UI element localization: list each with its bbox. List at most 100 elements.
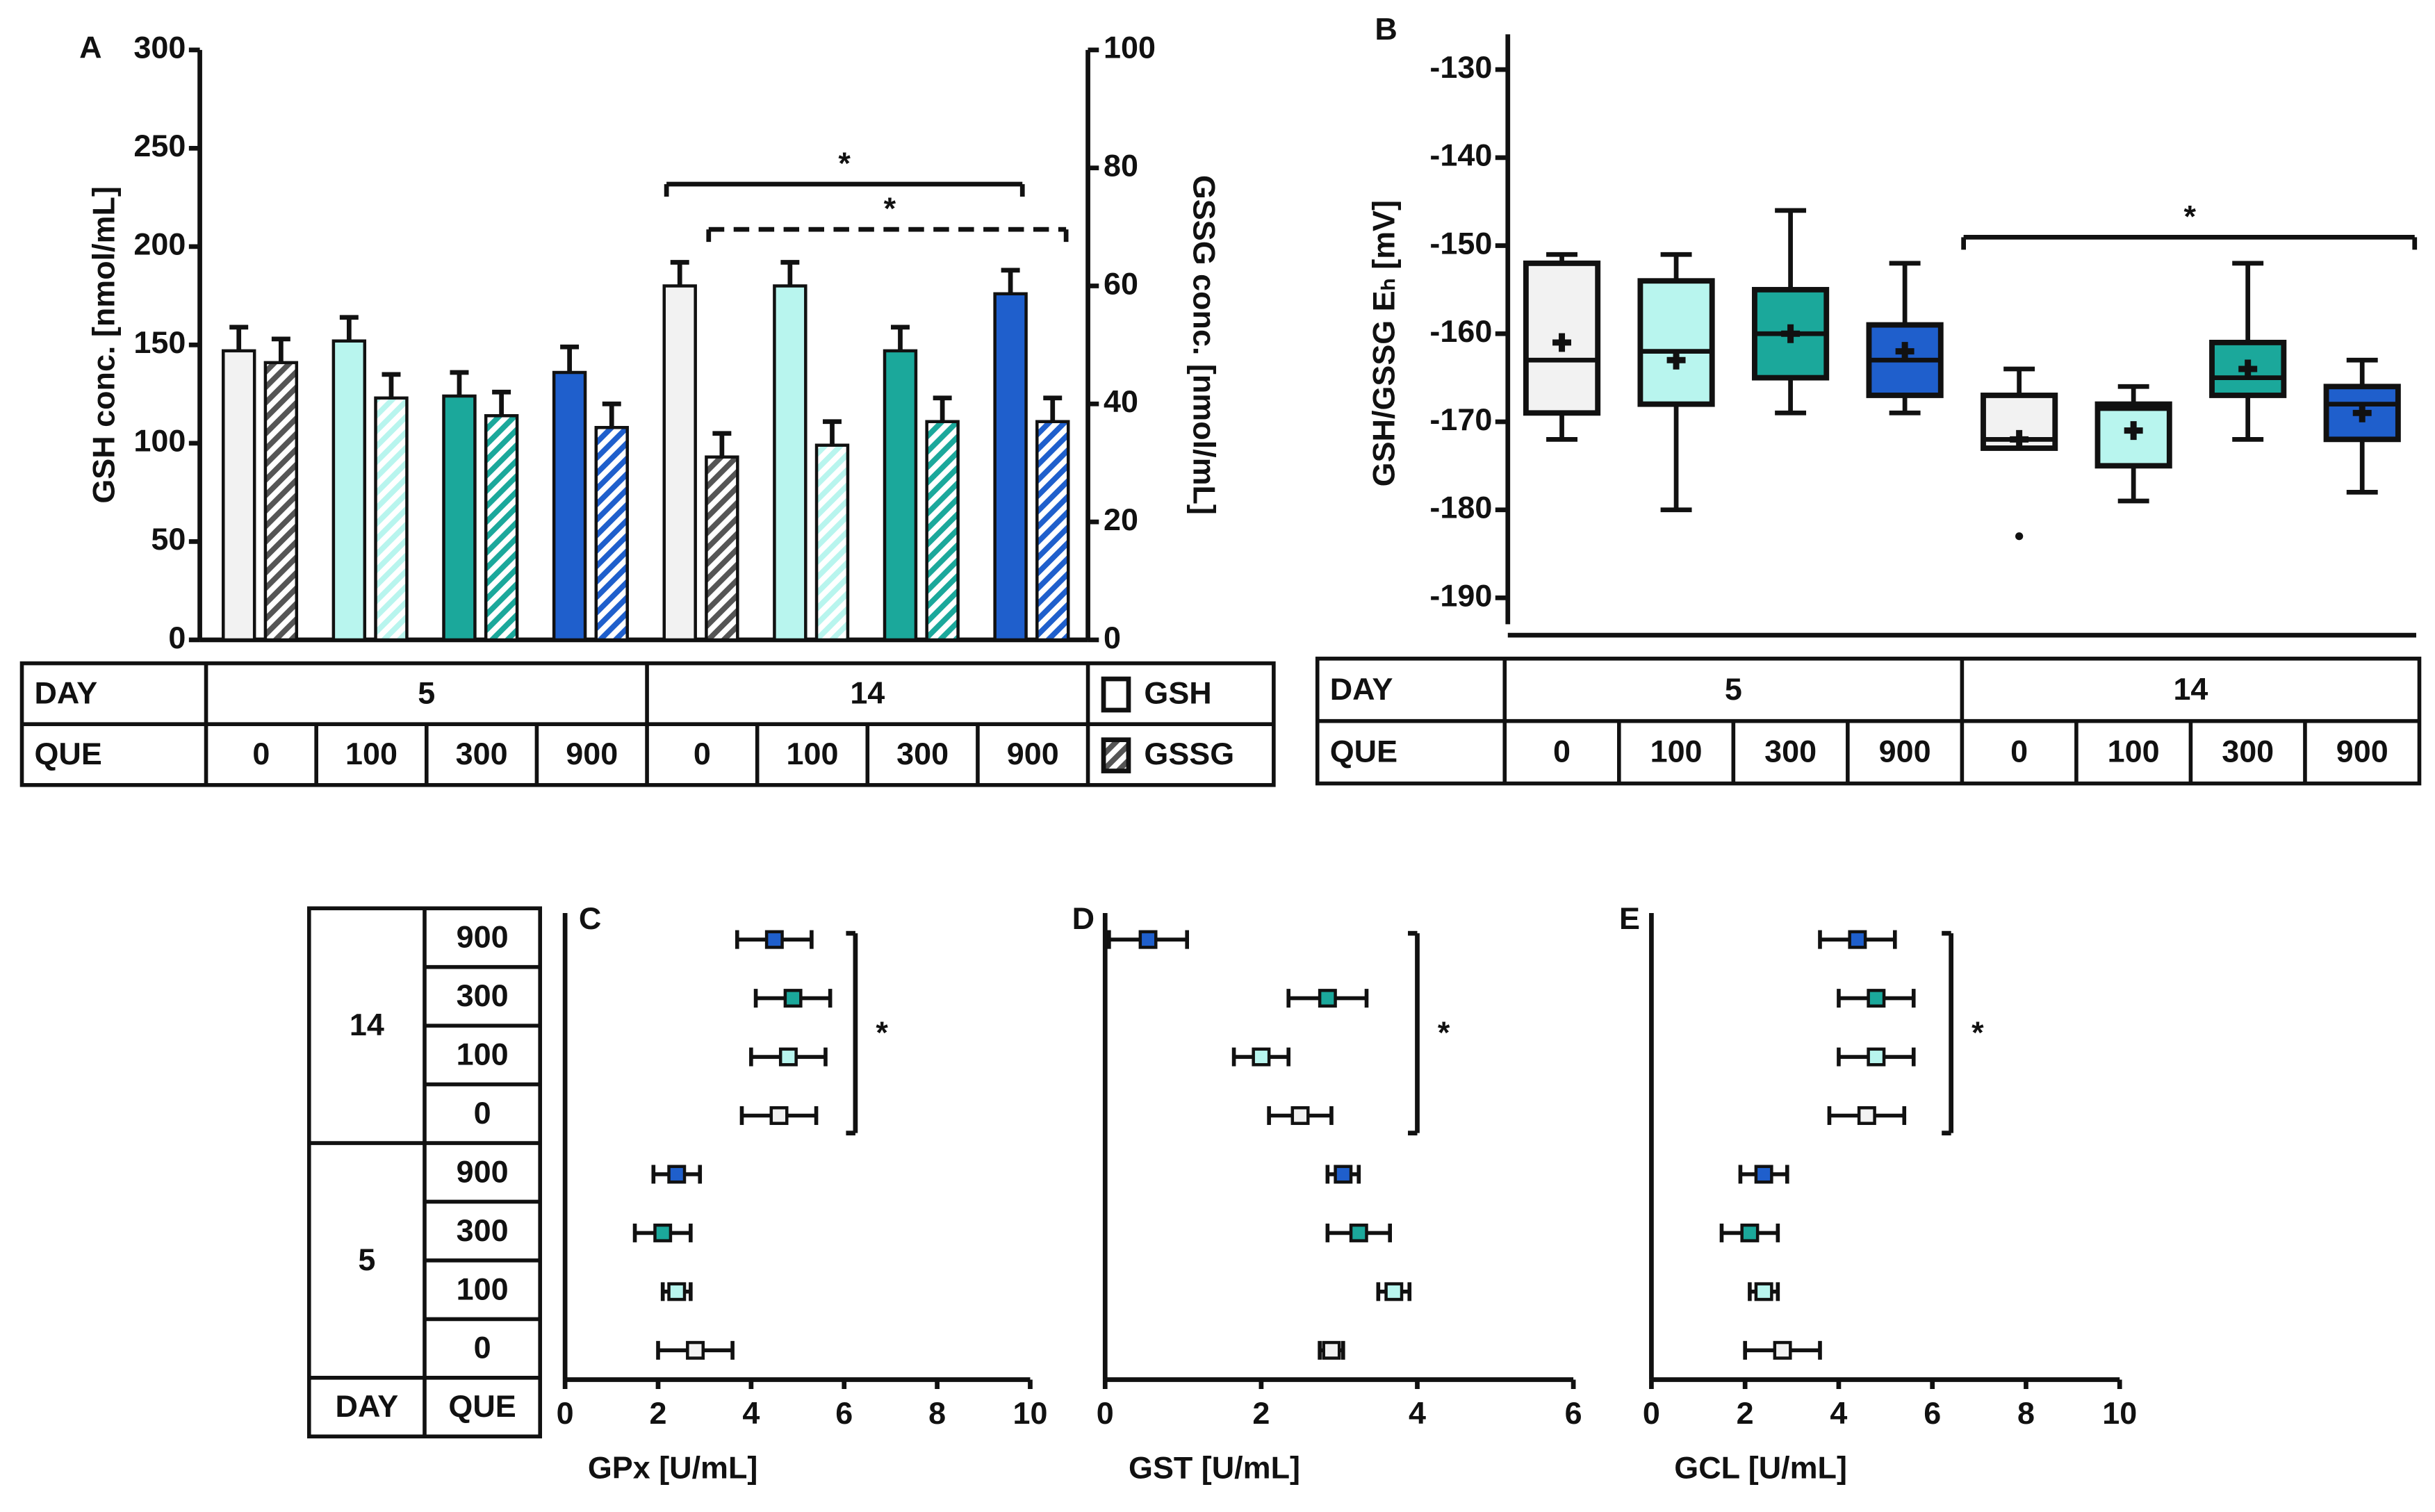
y2-tick-label: 100 — [1104, 30, 1156, 65]
y-tick-label: -160 — [1429, 313, 1492, 349]
x-tick-label: 6 — [1565, 1395, 1582, 1431]
point — [1867, 1047, 1886, 1067]
panel-label: D — [1072, 901, 1094, 936]
point — [667, 1282, 687, 1301]
y-tick-label: 0 — [168, 620, 186, 655]
mean-marker — [2352, 403, 2372, 422]
bar — [773, 284, 807, 642]
y-tick-label: 900 — [457, 1153, 509, 1189]
point — [653, 1223, 673, 1242]
table-header: DAY — [34, 675, 97, 710]
bar — [442, 394, 477, 642]
mean-marker — [2124, 421, 2143, 441]
point — [1318, 989, 1337, 1008]
x-tick-label: 100 — [345, 736, 397, 771]
legend-swatch — [1101, 676, 1131, 713]
mean-marker — [1895, 342, 1915, 361]
annotation: * — [2184, 198, 2197, 233]
x-tick-label: 100 — [2108, 734, 2160, 769]
y-tick-label: 250 — [133, 128, 186, 163]
x-tick-label: 100 — [1650, 734, 1703, 769]
x-axis-label: GPx [U/mL] — [588, 1450, 758, 1486]
x-tick-label: 10 — [2102, 1395, 2137, 1431]
x-tick-label: 0 — [1553, 734, 1571, 769]
point — [778, 1047, 798, 1067]
x-tick-label: 900 — [1879, 734, 1931, 769]
x-tick-label: 900 — [1007, 736, 1059, 771]
bar — [484, 414, 519, 642]
y2-tick-label: 0 — [1104, 620, 1121, 655]
bar — [263, 361, 299, 642]
x-tick-label: 0 — [694, 736, 711, 771]
annotation: * — [1438, 1014, 1450, 1050]
panel-label: E — [1619, 901, 1640, 936]
x-tick-label: 300 — [896, 736, 949, 771]
x-axis-label: GCL [U/mL] — [1674, 1450, 1847, 1486]
point — [1754, 1165, 1773, 1184]
point — [1322, 1340, 1341, 1360]
x-tick-label: 4 — [742, 1395, 760, 1431]
point — [686, 1340, 705, 1360]
x-tick-label: 0 — [557, 1395, 574, 1431]
y-tick-label: 100 — [133, 423, 186, 459]
table-header: QUE — [448, 1388, 516, 1424]
point — [1252, 1047, 1271, 1067]
x-tick-label: 6 — [1924, 1395, 1941, 1431]
annotation: * — [1971, 1014, 1984, 1050]
point — [1740, 1223, 1760, 1242]
y-tick-label: -140 — [1429, 138, 1492, 173]
table-day: 5 — [358, 1242, 375, 1277]
x-tick-label: 2 — [1737, 1395, 1754, 1431]
y-tick-label: -190 — [1429, 577, 1492, 613]
x-tick-label: 4 — [1830, 1395, 1847, 1431]
point — [783, 989, 803, 1008]
y-tick-label: 200 — [133, 227, 186, 262]
bar — [705, 455, 739, 642]
table-header: DAY — [336, 1388, 399, 1424]
y-tick-label: 900 — [457, 919, 509, 955]
table-day: 14 — [2173, 671, 2208, 707]
table-day: 5 — [1725, 671, 1742, 707]
point — [1848, 930, 1867, 949]
x-tick-label: 0 — [252, 736, 270, 771]
point — [1857, 1106, 1876, 1125]
point — [1334, 1165, 1353, 1184]
bar — [222, 349, 256, 642]
x-tick-label: 10 — [1012, 1395, 1047, 1431]
y-tick-label: 300 — [133, 30, 186, 65]
x-tick-label: 0 — [1097, 1395, 1114, 1431]
x-tick-label: 300 — [2222, 734, 2274, 769]
point — [764, 930, 784, 949]
table-day: 5 — [418, 675, 435, 710]
annotation: * — [884, 190, 896, 226]
outlier — [2015, 532, 2024, 541]
y-tick-label: 150 — [133, 324, 186, 360]
x-tick-label: 6 — [835, 1395, 853, 1431]
mean-marker — [2238, 359, 2258, 379]
y-axis-label: GSH/GSSG Eₕ [mV] — [1366, 200, 1401, 486]
annotation: * — [876, 1014, 888, 1050]
y-tick-label: 300 — [457, 1213, 509, 1248]
table-header: QUE — [34, 736, 101, 771]
point — [1773, 1340, 1792, 1360]
panel-label: C — [579, 901, 601, 936]
x-tick-label: 2 — [650, 1395, 667, 1431]
bar — [552, 370, 587, 642]
legend-label: GSH — [1144, 675, 1211, 710]
y-tick-label: -170 — [1429, 402, 1492, 437]
y2-tick-label: 40 — [1104, 384, 1138, 419]
y2-axis-label: GSSG conc. [nmol/mL] — [1187, 175, 1222, 515]
table-day: 14 — [850, 675, 885, 710]
x-tick-label: 900 — [566, 736, 618, 771]
bar — [331, 339, 367, 642]
bar — [594, 425, 629, 642]
bar — [925, 420, 960, 642]
y-tick-label: -130 — [1429, 49, 1492, 85]
bar — [374, 396, 409, 642]
point — [1138, 930, 1158, 949]
y-axis-label: GSH conc. [nmol/mL] — [86, 186, 122, 504]
point — [667, 1165, 687, 1184]
point — [1349, 1223, 1368, 1242]
x-tick-label: 2 — [1252, 1395, 1270, 1431]
